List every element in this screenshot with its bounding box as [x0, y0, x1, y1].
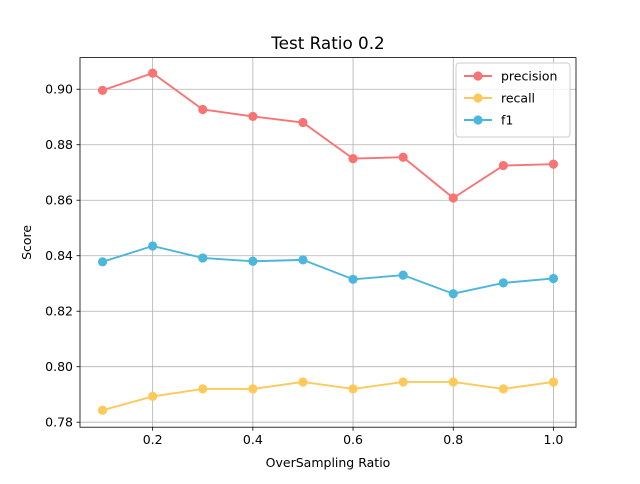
x-tick-label: 0.8	[443, 432, 463, 447]
data-point-f1	[448, 289, 458, 299]
data-point-recall	[348, 384, 358, 394]
data-point-recall	[448, 377, 458, 387]
y-axis-ticks: 0.78 0.80 0.82 0.84 0.86 0.88 0.90	[45, 82, 80, 430]
data-point-precision	[348, 154, 358, 164]
series-layer	[97, 68, 559, 415]
x-axis-ticks: 0.2 0.4 0.6 0.8 1.0	[143, 427, 564, 447]
data-point-precision	[148, 68, 158, 78]
data-point-precision	[498, 160, 508, 171]
data-point-precision	[97, 85, 108, 95]
data-point-f1	[97, 257, 108, 267]
data-point-precision	[248, 111, 258, 122]
data-point-recall	[398, 377, 408, 387]
y-tick-label: 0.82	[45, 304, 73, 319]
series-line-recall	[101, 381, 555, 412]
x-tick-label: 0.4	[243, 432, 263, 447]
data-point-f1	[548, 273, 559, 284]
data-point-recall	[198, 384, 208, 394]
data-point-recall	[97, 405, 108, 415]
y-tick-label: 0.78	[45, 415, 73, 430]
data-point-recall	[148, 391, 158, 401]
x-axis-label: OverSampling Ratio	[266, 455, 391, 470]
legend-label-precision: precision	[501, 69, 557, 84]
y-axis-label: Score	[19, 225, 34, 260]
x-tick-label: 1.0	[544, 432, 564, 447]
data-point-f1	[148, 241, 158, 251]
legend: precision recall f1	[455, 62, 571, 138]
legend-label-f1: f1	[501, 113, 513, 128]
y-tick-label: 0.86	[45, 193, 73, 208]
x-tick-label: 0.2	[143, 432, 163, 447]
series-line-precision	[101, 72, 555, 199]
data-point-f1	[248, 256, 258, 266]
data-point-precision	[398, 152, 408, 162]
legend-label-recall: recall	[501, 91, 535, 106]
x-tick-label: 0.6	[343, 432, 363, 447]
data-point-f1	[298, 255, 308, 265]
data-point-f1	[398, 270, 408, 280]
legend-box	[455, 62, 571, 138]
y-tick-label: 0.84	[45, 248, 73, 263]
data-point-recall	[248, 384, 258, 394]
data-point-f1	[348, 274, 358, 284]
plot-frame	[79, 57, 577, 428]
data-point-precision	[298, 117, 308, 128]
series-line-f1	[101, 245, 555, 295]
data-point-recall	[548, 377, 559, 387]
data-point-f1	[498, 278, 508, 288]
data-point-precision	[448, 193, 458, 203]
chart-title: Test Ratio 0.2	[270, 33, 385, 53]
legend-swatch-marker	[473, 93, 483, 103]
legend-swatch-marker	[473, 71, 483, 81]
y-tick-label: 0.88	[45, 137, 73, 152]
data-point-precision	[548, 159, 559, 169]
legend-swatch-marker	[473, 115, 483, 125]
data-point-f1	[198, 253, 208, 263]
data-point-precision	[198, 104, 208, 115]
y-tick-label: 0.90	[45, 82, 73, 97]
y-tick-label: 0.80	[45, 359, 73, 374]
data-point-recall	[298, 377, 308, 387]
data-point-recall	[498, 384, 508, 394]
grid	[80, 57, 576, 428]
